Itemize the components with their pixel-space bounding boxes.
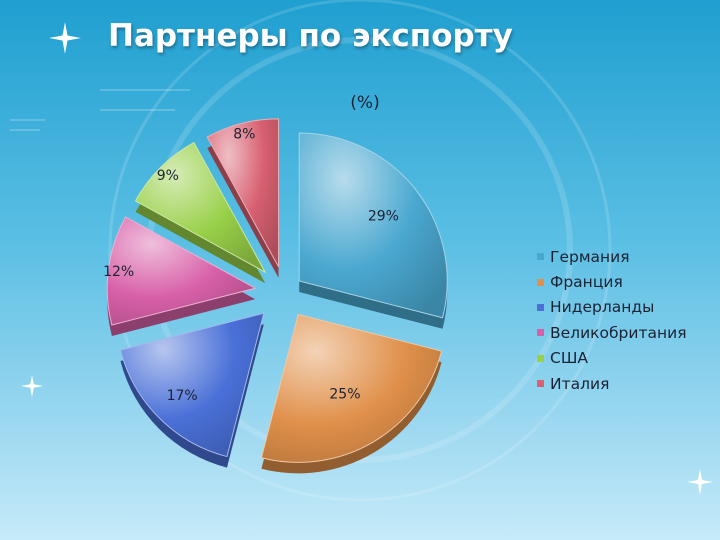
legend-label: Италия <box>550 374 610 393</box>
sparkle-icon <box>687 469 713 495</box>
sparkle-icon <box>49 22 81 54</box>
chart-legend: Германия Франция Нидерланды Великобритания С… <box>537 244 687 396</box>
data-label: 17% <box>167 388 198 404</box>
legend-swatch-icon <box>537 380 544 388</box>
chart-title: (%) <box>350 93 379 113</box>
data-label: 25% <box>329 386 360 402</box>
pie-slice-6 <box>206 118 280 268</box>
legend-label: Великобритания <box>550 323 687 342</box>
data-label: 9% <box>157 168 179 184</box>
pie-slice-1 <box>298 132 448 319</box>
legend-item: Нидерланды <box>537 295 687 320</box>
legend-label: Франция <box>550 273 623 292</box>
legend-item: Великобритания <box>537 320 687 345</box>
legend-label: США <box>550 349 589 368</box>
legend-swatch-icon <box>537 278 544 286</box>
sparkle-icon <box>21 375 43 397</box>
legend-swatch-icon <box>537 253 544 261</box>
slide-title: Партнеры по экспорту <box>108 18 513 54</box>
legend-swatch-icon <box>537 329 544 337</box>
data-label: 12% <box>103 264 134 280</box>
legend-swatch-icon <box>537 303 544 311</box>
data-label: 29% <box>368 209 399 225</box>
legend-item: Германия <box>537 244 687 269</box>
data-label: 8% <box>233 127 255 143</box>
pie-slice-4 <box>106 216 257 326</box>
legend-item: Франция <box>537 269 687 294</box>
pie-slice-3 <box>119 312 265 458</box>
pie-slice-2 <box>260 313 443 463</box>
legend-item: США <box>537 346 687 371</box>
legend-item: Италия <box>537 371 687 396</box>
legend-label: Германия <box>550 247 630 266</box>
legend-swatch-icon <box>537 354 544 362</box>
legend-label: Нидерланды <box>550 298 655 317</box>
pie-slice-5 <box>134 141 267 274</box>
